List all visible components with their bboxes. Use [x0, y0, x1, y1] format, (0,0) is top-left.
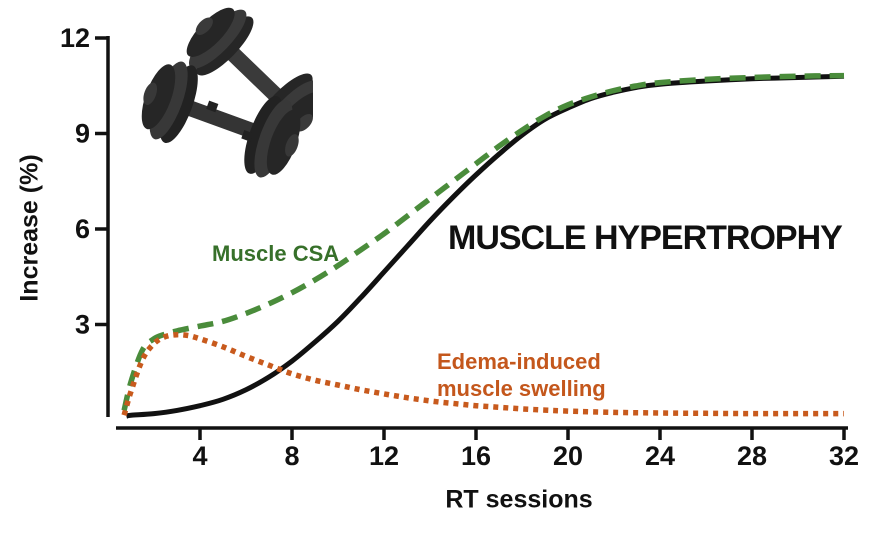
y-axis-title: Increase (%) [15, 154, 44, 302]
x-tick-label: 24 [645, 441, 675, 471]
y-tick-label: 3 [75, 310, 90, 340]
y-tick-label: 12 [60, 23, 90, 53]
x-tick-label: 12 [369, 441, 399, 471]
x-tick-label: 16 [461, 441, 491, 471]
x-tick-label: 28 [737, 441, 767, 471]
x-tick-label: 20 [553, 441, 583, 471]
muscle-csa-label: Muscle CSA [212, 241, 339, 266]
muscle-hypertrophy-label: MUSCLE HYPERTROPHY [448, 219, 843, 257]
x-tick-label: 8 [284, 441, 299, 471]
series-muscle-csa [121, 72, 845, 412]
dumbbells-icon [141, 7, 313, 178]
dumbbell-front [141, 61, 301, 178]
y-tick-label: 9 [75, 119, 90, 149]
edema-label: Edema-induced muscle swelling [437, 349, 606, 401]
x-tick-label: 4 [192, 441, 207, 471]
series-edema-induced-muscle-swelling [121, 331, 844, 417]
x-tick-label: 32 [829, 441, 859, 471]
x-axis-title: RT sessions [445, 485, 593, 514]
y-tick-label: 6 [75, 214, 90, 244]
